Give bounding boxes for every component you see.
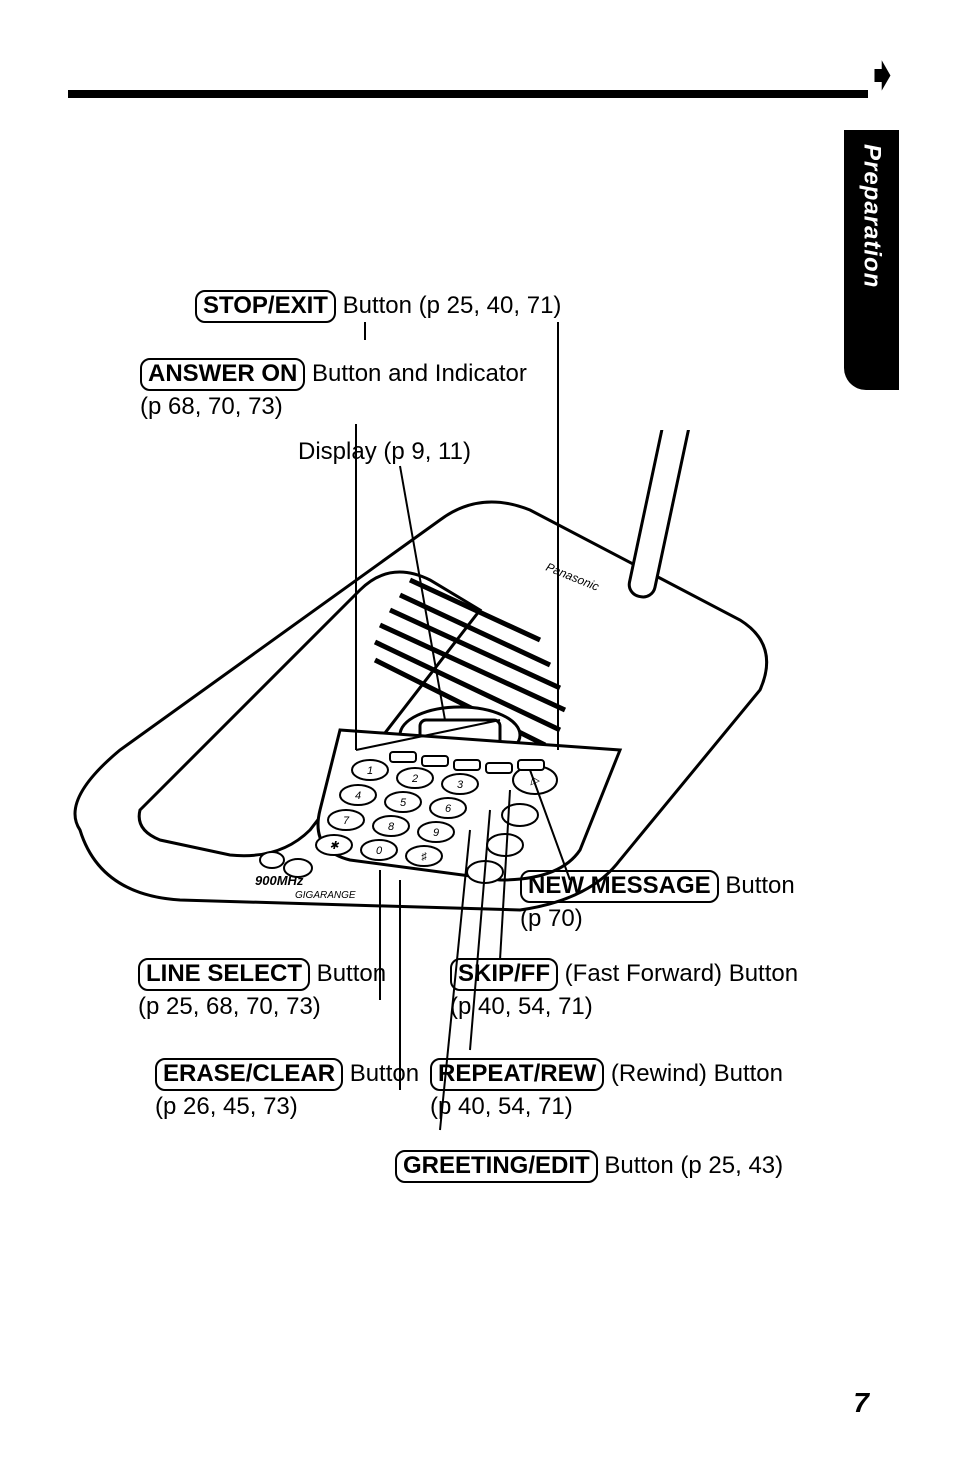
callout-text: Button and Indicator bbox=[305, 360, 526, 387]
callout-pages: (p 26, 45, 73) bbox=[155, 1093, 298, 1120]
callout-text: Button bbox=[310, 960, 386, 987]
svg-text:4: 4 bbox=[355, 790, 361, 802]
callout-line-select: LINE SELECT Button (p 25, 68, 70, 73) bbox=[138, 958, 386, 1023]
device-badge: 900MHz bbox=[255, 873, 304, 888]
callout-skip-ff: SKIP/FF (Fast Forward) Button (p 40, 54,… bbox=[450, 958, 798, 1023]
button-label-stop-exit: STOP/EXIT bbox=[195, 290, 336, 323]
svg-text:3: 3 bbox=[457, 779, 464, 791]
callout-text: Button bbox=[719, 872, 795, 899]
svg-text:5: 5 bbox=[400, 797, 407, 809]
callout-pages: (p 40, 54, 71) bbox=[450, 993, 593, 1020]
header-rule bbox=[68, 90, 868, 98]
device-badge2: GIGARANGE bbox=[295, 890, 356, 901]
callout-pages: (p 40, 54, 71) bbox=[430, 1093, 573, 1120]
callout-erase-clear: ERASE/CLEAR Button (p 26, 45, 73) bbox=[155, 1058, 419, 1123]
callout-pages: (p 68, 70, 73) bbox=[140, 393, 283, 420]
page-number: 7 bbox=[853, 1387, 869, 1419]
callout-answer-on: ANSWER ON Button and Indicator (p 68, 70… bbox=[140, 358, 527, 423]
callout-text: (Rewind) Button bbox=[604, 1060, 783, 1087]
button-label-new-message: NEW MESSAGE bbox=[520, 870, 719, 903]
callout-text: Button bbox=[343, 1060, 419, 1087]
svg-text:✱: ✱ bbox=[329, 840, 339, 852]
button-label-answer-on: ANSWER ON bbox=[140, 358, 305, 391]
next-page-arrow-icon: ➧ bbox=[865, 52, 899, 98]
svg-text:♯: ♯ bbox=[421, 851, 427, 863]
button-label-repeat-rew: REPEAT/REW bbox=[430, 1058, 604, 1091]
button-label-greeting-edit: GREETING/EDIT bbox=[395, 1150, 598, 1183]
button-label-line-select: LINE SELECT bbox=[138, 958, 310, 991]
svg-text:6: 6 bbox=[445, 803, 452, 815]
svg-text:1: 1 bbox=[367, 765, 373, 777]
callout-text: (Fast Forward) Button bbox=[558, 960, 798, 987]
section-tab-label: Preparation bbox=[858, 144, 886, 288]
svg-text:▷: ▷ bbox=[530, 775, 541, 787]
svg-text:8: 8 bbox=[388, 821, 395, 833]
svg-text:7: 7 bbox=[343, 815, 350, 827]
callout-pages: (p 25, 68, 70, 73) bbox=[138, 993, 321, 1020]
section-tab: Preparation bbox=[844, 130, 899, 390]
callout-text: Button (p 25, 40, 71) bbox=[336, 292, 561, 319]
svg-text:9: 9 bbox=[433, 827, 439, 839]
callout-repeat-rew: REPEAT/REW (Rewind) Button (p 40, 54, 71… bbox=[430, 1058, 783, 1123]
svg-text:2: 2 bbox=[411, 773, 418, 785]
callout-stop-exit: STOP/EXIT Button (p 25, 40, 71) bbox=[195, 290, 561, 323]
callout-text: Button (p 25, 43) bbox=[598, 1152, 783, 1179]
callout-new-message: NEW MESSAGE Button (p 70) bbox=[520, 870, 795, 935]
manual-page: ➧ Preparation STOP/EXIT Button (p 25, 40… bbox=[0, 0, 954, 1464]
button-label-erase-clear: ERASE/CLEAR bbox=[155, 1058, 343, 1091]
callout-greeting-edit: GREETING/EDIT Button (p 25, 43) bbox=[395, 1150, 783, 1183]
callout-pages: (p 70) bbox=[520, 905, 583, 932]
svg-text:0: 0 bbox=[376, 845, 383, 857]
button-label-skip-ff: SKIP/FF bbox=[450, 958, 558, 991]
